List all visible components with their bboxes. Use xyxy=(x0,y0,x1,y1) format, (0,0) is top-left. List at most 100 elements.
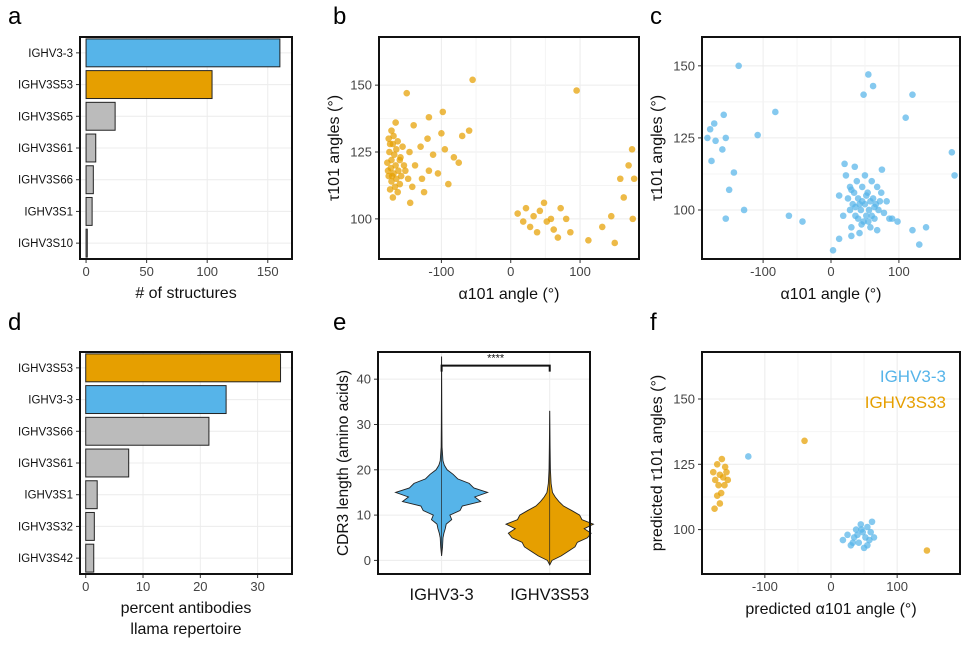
point-IGHV3S53 xyxy=(385,135,393,142)
point-IGHV3S53 xyxy=(625,162,632,169)
point-IGHV3S53 xyxy=(392,119,399,126)
point-IGHV3-3 xyxy=(829,247,837,254)
tick-label-y: 125 xyxy=(673,457,695,472)
point-IGHV3-3 xyxy=(848,186,855,194)
point-IGHV3-3 xyxy=(922,223,930,231)
panel-a-bar-chart: IGHV3-3 IGHV3S53 IGHV3S65 IGHV3S61 IGHV3S66 I… xyxy=(18,36,293,302)
point-IGHV3S53 xyxy=(406,199,414,207)
point-IGHV3S53 xyxy=(420,188,428,196)
tick-label-x: 50 xyxy=(139,264,153,279)
point-IGHV3S53 xyxy=(408,183,416,191)
point-IGHV3S53 xyxy=(418,175,426,183)
axis-title-x: α101 angle (°) xyxy=(780,286,881,303)
tick-label-x: 0 xyxy=(82,579,89,594)
point-IGHV3S53 xyxy=(411,162,419,169)
point-IGHV3S53 xyxy=(465,127,473,134)
tick-label-y: 20 xyxy=(357,462,371,477)
tick-label-x: 100 xyxy=(569,264,591,279)
significance-bracket xyxy=(440,364,551,372)
point-IGHV3-3 xyxy=(863,212,870,220)
point-IGHV3S53 xyxy=(395,167,402,175)
point-IGHV3-3 xyxy=(848,223,855,231)
point-IGHV3-3 xyxy=(861,172,869,179)
point-IGHV3S53 xyxy=(424,135,431,142)
axis-title-x: predicted α101 angle (°) xyxy=(745,601,916,618)
point-IGHV3S53 xyxy=(425,167,433,175)
bar-IGHV3S61 xyxy=(85,448,130,478)
tick-label-x: -100 xyxy=(752,579,778,594)
tick-label-x: 30 xyxy=(250,579,264,594)
panel-label-f: f xyxy=(650,309,657,336)
tick-label-x: 0 xyxy=(827,579,834,594)
tick-label-y: 100 xyxy=(673,522,695,537)
point-IGHV3-3 xyxy=(735,62,742,70)
panel-label-b: b xyxy=(333,3,346,30)
point-IGHV3-3 xyxy=(857,206,865,214)
point-IGHV3-3 xyxy=(873,183,881,191)
tick-label-x: 150 xyxy=(257,264,279,279)
point-IGHV3S53 xyxy=(536,207,544,215)
tick-label-category: IGHV3S61 xyxy=(18,458,73,470)
point-IGHV3S53 xyxy=(628,146,636,153)
tick-label-y: 40 xyxy=(357,372,371,387)
tick-label-y: 125 xyxy=(350,145,372,160)
point-IGHV3S53 xyxy=(390,151,398,158)
panel-e-border xyxy=(377,351,591,575)
point-IGHV3S53 xyxy=(386,140,394,148)
bar-IGHV3S1 xyxy=(85,480,98,510)
point-IGHV3-3 xyxy=(835,235,843,243)
tick-label-category: IGHV3S10 xyxy=(18,238,73,250)
panel-label-d: d xyxy=(8,309,21,336)
point-IGHV3S53 xyxy=(629,215,637,223)
bar-IGHV3S66 xyxy=(85,416,210,446)
point-IGHV3S53 xyxy=(547,215,555,223)
tick-label-y: 0 xyxy=(364,553,371,568)
point-IGHV3S53 xyxy=(620,194,628,201)
point-IGHV3-3 xyxy=(722,134,730,142)
point-IGHV3-3 xyxy=(708,157,715,165)
point-IGHV3-3 xyxy=(839,536,847,544)
point-IGHV3S53 xyxy=(598,223,606,231)
bar-IGHV3S53 xyxy=(85,70,213,100)
point-IGHV3-3 xyxy=(740,206,748,214)
point-IGHV3-3 xyxy=(880,209,888,217)
bar-IGHV3S10 xyxy=(85,228,88,258)
panel-f-border xyxy=(701,351,961,575)
point-IGHV3-3 xyxy=(888,215,896,222)
point-IGHV3S53 xyxy=(585,236,592,244)
point-IGHV3-3 xyxy=(852,526,860,533)
tick-label-y: 150 xyxy=(350,78,372,93)
point-IGHV3-3 xyxy=(868,212,876,220)
point-IGHV3S53 xyxy=(530,212,537,220)
point-IGHV3S53 xyxy=(469,76,476,84)
point-IGHV3-3 xyxy=(844,531,851,539)
point-IGHV3-3 xyxy=(846,206,854,214)
tick-label-category: IGHV3-3 xyxy=(410,586,474,604)
point-IGHV3S53 xyxy=(533,228,541,236)
axis-title-x: # of structures xyxy=(135,285,236,302)
point-IGHV3S53 xyxy=(540,199,548,207)
point-IGHV3-3 xyxy=(785,212,793,220)
point-IGHV3S33 xyxy=(713,461,721,468)
point-IGHV3-3 xyxy=(870,534,878,541)
point-IGHV3-3 xyxy=(842,172,850,179)
point-IGHV3S53 xyxy=(616,175,624,183)
legend-entry-IGHV3S33: IGHV3S33 xyxy=(865,393,946,412)
point-IGHV3-3 xyxy=(865,206,873,214)
axis-title-y: τ101 angles (°) xyxy=(649,95,666,201)
point-IGHV3-3 xyxy=(704,134,711,142)
point-IGHV3S33 xyxy=(718,455,726,463)
point-IGHV3-3 xyxy=(844,195,852,202)
point-IGHV3-3 xyxy=(858,526,865,533)
point-IGHV3S53 xyxy=(514,210,521,217)
panel-label-a: a xyxy=(8,3,22,30)
tick-label-x: 20 xyxy=(193,579,207,594)
point-IGHV3-3 xyxy=(841,160,848,168)
point-IGHV3-3 xyxy=(878,166,886,173)
point-IGHV3-3 xyxy=(856,229,863,237)
point-IGHV3-3 xyxy=(849,539,857,546)
tick-label-x: 100 xyxy=(886,579,908,594)
axis-title-y: CDR3 length (amino acids) xyxy=(335,370,352,556)
point-IGHV3S53 xyxy=(445,180,452,188)
point-IGHV3S53 xyxy=(397,154,404,161)
